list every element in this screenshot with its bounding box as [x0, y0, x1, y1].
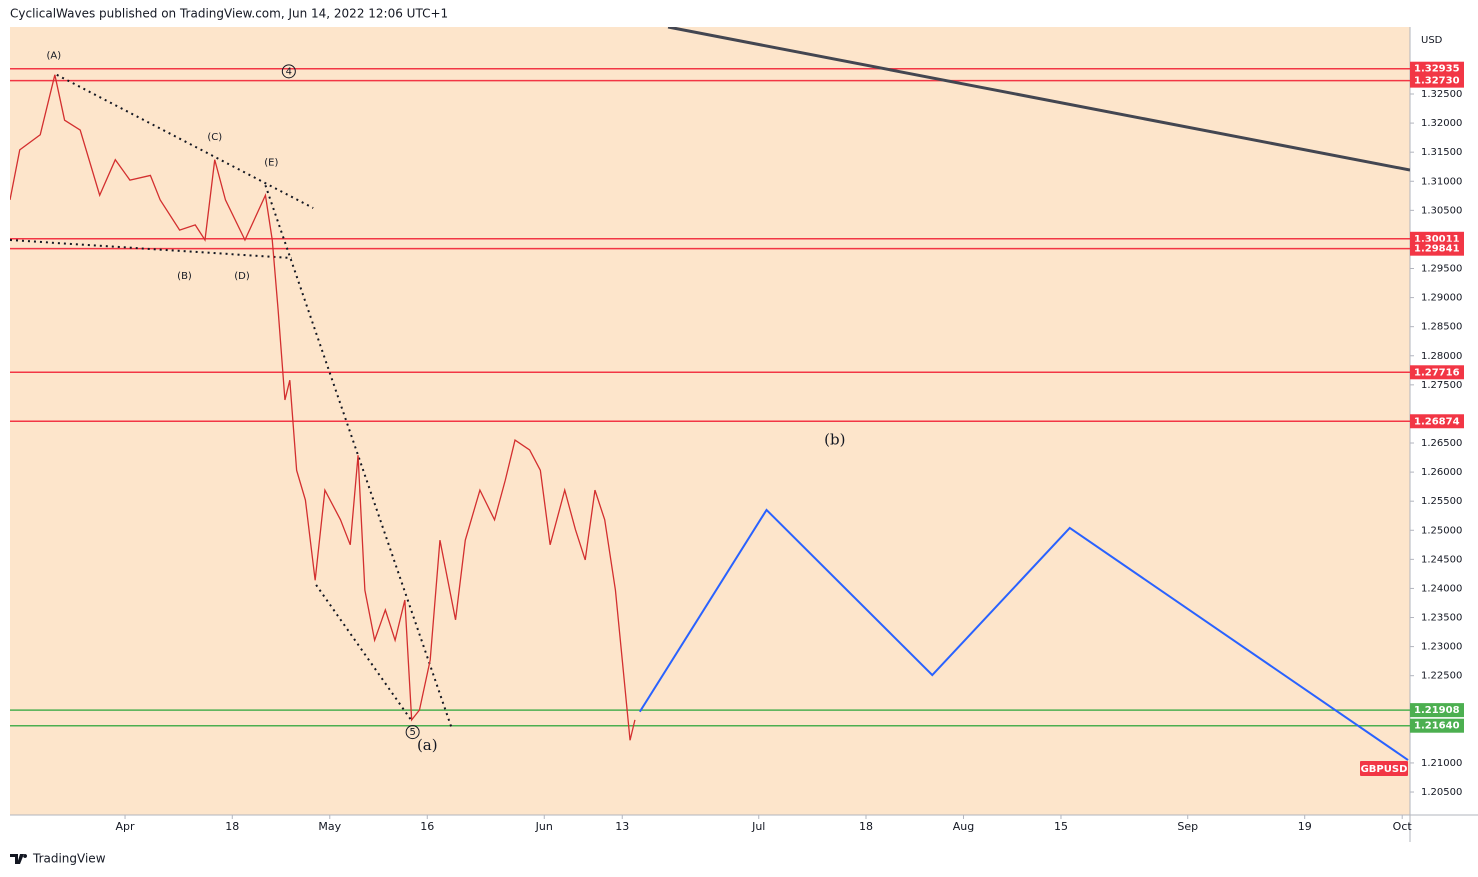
price-level-label: 1.32935 [1414, 64, 1460, 75]
price-line [10, 74, 636, 741]
price-level-label: 1.30011 [1414, 234, 1460, 245]
y-tick-label: 1.24000 [1421, 583, 1462, 594]
x-tick-label: Apr [116, 820, 136, 833]
x-tick-label: 15 [1054, 820, 1068, 833]
wave-label: (b) [824, 431, 845, 449]
wave-label: (E) [264, 158, 278, 169]
y-tick-label: 1.20500 [1421, 787, 1462, 798]
price-level-label: 1.29841 [1414, 244, 1460, 255]
y-tick-label: 1.32500 [1421, 89, 1462, 100]
trend-line [10, 239, 292, 260]
plot-content: (A) (C) (E) (B) (D) 4 5(a) (b) [10, 27, 1410, 761]
footer-brand: TradingView [32, 852, 106, 866]
x-tick-label: Aug [953, 820, 974, 833]
symbol-label: GBPUSD [1361, 764, 1408, 775]
price-level-tag [1410, 365, 1464, 380]
price-level-label: 1.26874 [1414, 416, 1460, 427]
y-tick-label: 1.29500 [1421, 264, 1462, 275]
x-tick-label: Oct [1393, 820, 1413, 833]
price-level-label: 1.32730 [1414, 76, 1460, 87]
wave-label: (a) [417, 736, 438, 754]
chart-title: CyclicalWaves published on TradingView.c… [10, 7, 448, 21]
trend-line [315, 584, 414, 723]
y-tick-label: 1.31000 [1421, 176, 1462, 187]
y-tick-label: 1.25000 [1421, 525, 1462, 536]
x-tick-label: 18 [225, 820, 239, 833]
price-level-tag [1410, 61, 1464, 76]
x-tick-label: Jun [535, 820, 553, 833]
y-tick-label: 1.21000 [1421, 758, 1462, 769]
y-tick-label: 1.22500 [1421, 671, 1462, 682]
wave-label: (C) [207, 132, 222, 143]
y-tick-label: 1.26500 [1421, 438, 1462, 449]
wave-circle [281, 64, 296, 79]
trend-line [667, 27, 1410, 172]
y-tick-label: 1.26000 [1421, 467, 1462, 478]
symbol-tag [1360, 761, 1408, 776]
projection-path [638, 508, 1409, 761]
price-level-label: 1.27716 [1414, 367, 1460, 378]
y-tick-label: 1.28500 [1421, 322, 1462, 333]
price-level-tag [1410, 241, 1464, 256]
x-tick-label: 16 [420, 820, 434, 833]
y-tick-label: 1.28000 [1421, 351, 1462, 362]
y-tick-label: 1.32000 [1421, 118, 1462, 129]
x-tick-label: Jul [751, 820, 765, 833]
y-tick-label: 1.23500 [1421, 613, 1462, 624]
wave-label: (B) [177, 271, 192, 282]
wave-label: (D) [234, 271, 250, 282]
x-tick-label: 18 [859, 820, 873, 833]
price-level-tag [1410, 414, 1464, 429]
y-tick-label: 1.23000 [1421, 642, 1462, 653]
wave-circle [405, 725, 420, 740]
y-tick-label: 1.29000 [1421, 293, 1462, 304]
x-tick-label: May [318, 820, 341, 833]
axis-unit: USD [1421, 35, 1443, 46]
plot-area: (A) (C) (E) (B) (D) 4 5(a) (b) [10, 27, 1410, 761]
y-tick-label: 1.27500 [1421, 380, 1462, 391]
price-level-label: 1.21640 [1414, 721, 1460, 732]
wave-label: 4 [286, 66, 292, 77]
y-tick-label: 1.25500 [1421, 496, 1462, 507]
y-tick-label: 1.31500 [1421, 147, 1462, 158]
wave-label: (A) [47, 51, 62, 62]
x-tick-label: 13 [615, 820, 629, 833]
x-tick-label: 19 [1298, 820, 1312, 833]
price-level-tag [1410, 73, 1464, 88]
price-level-label: 1.21908 [1414, 705, 1460, 716]
wave-label: 5 [409, 727, 415, 738]
y-tick-label: 1.30500 [1421, 205, 1462, 216]
x-tick-label: Sep [1177, 820, 1198, 833]
logo [10, 854, 28, 864]
price-level-tag [1410, 718, 1464, 733]
trend-line [56, 73, 314, 209]
price-level-tag [1410, 703, 1464, 718]
y-tick-label: 1.24500 [1421, 554, 1462, 565]
